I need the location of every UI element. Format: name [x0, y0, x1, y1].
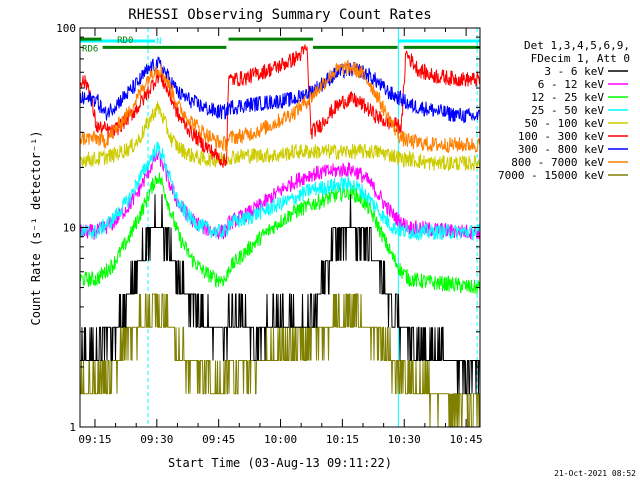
chart-title: RHESSI Observing Summary Count Rates [128, 7, 431, 23]
x-tick-label: 09:30 [140, 433, 173, 446]
series-line-50-100-kev [80, 101, 480, 172]
y-tick-label: 10 [63, 222, 76, 235]
series-line-300-800-kev [80, 56, 480, 124]
legend-entry-label: 25 - 50 keV [531, 104, 604, 117]
series-line-800-7000-kev [80, 59, 480, 154]
legend-header: FDecim 1, Att 0 [531, 52, 630, 65]
legend-entry-label: 300 - 800 keV [518, 143, 604, 156]
x-tick-label: 10:15 [326, 433, 359, 446]
legend: Det 1,3,4,5,6,9,FDecim 1, Att 03 - 6 keV… [498, 39, 630, 182]
legend-entry-label: 6 - 12 keV [538, 78, 605, 91]
annotation-label: RD0 [117, 36, 133, 46]
legend-header: Det 1,3,4,5,6,9, [524, 39, 630, 52]
series-line-12-25-kev [80, 172, 480, 295]
legend-entry-label: 800 - 7000 keV [511, 156, 604, 169]
series-line-3-6-kev [80, 194, 480, 395]
x-tick-label: 10:00 [264, 433, 297, 446]
legend-entry-label: 100 - 300 keV [518, 130, 604, 143]
annotation-label: RD6 [82, 44, 98, 54]
footer-date: 21-Oct-2021 08:52 [554, 469, 636, 478]
series-line-6-12-kev [80, 149, 480, 240]
y-tick-label: 1 [69, 421, 76, 434]
series-line-100-300-kev [80, 44, 480, 168]
x-tick-label: 10:45 [450, 433, 483, 446]
x-tick-label: 10:30 [388, 433, 421, 446]
y-tick-label: 100 [56, 22, 76, 35]
legend-entry-label: 12 - 25 keV [531, 91, 604, 104]
x-axis-label: Start Time (03-Aug-13 09:11:22) [168, 456, 392, 470]
annotation-label: N [156, 37, 161, 47]
legend-entry-label: 3 - 6 keV [544, 65, 604, 78]
legend-entry-label: 50 - 100 keV [525, 117, 605, 130]
x-tick-label: 09:45 [202, 433, 235, 446]
y-axis-label: Count Rate (s⁻¹ detector⁻¹) [29, 130, 43, 325]
legend-entry-label: 7000 - 15000 keV [498, 169, 604, 182]
series-line-25-50-kev [80, 141, 480, 242]
x-tick-label: 09:15 [78, 433, 111, 446]
